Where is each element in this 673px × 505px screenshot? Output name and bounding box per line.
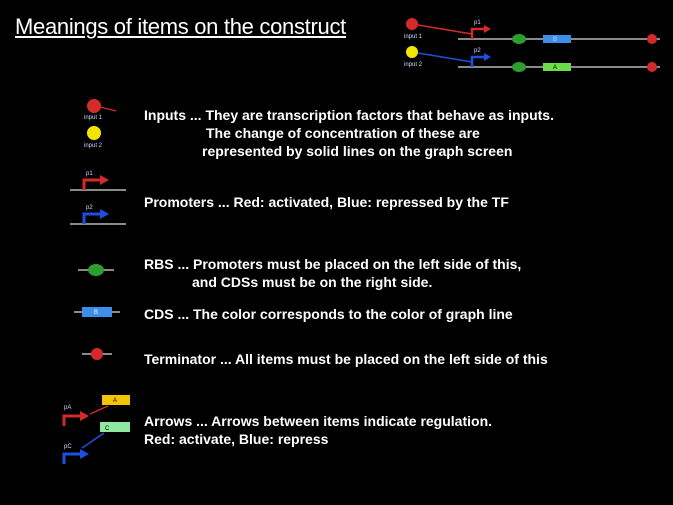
cds-top	[543, 35, 571, 43]
page-title: Meanings of items on the construct	[15, 14, 346, 39]
inputs-line-3: represented by solid lines on the graph …	[202, 143, 513, 159]
input2-dot	[406, 46, 418, 58]
rbs-bottom	[512, 62, 526, 72]
input1-dot	[406, 18, 418, 30]
cds-a-label: A	[113, 398, 117, 404]
promoter1-arrow	[82, 178, 102, 190]
cds-c-label: C	[105, 426, 110, 432]
terminator-shape	[91, 348, 103, 360]
activation-arrow	[89, 405, 109, 415]
cds-bottom-label: A	[553, 65, 557, 71]
input1-tail	[99, 106, 117, 112]
inputs-line-1: Inputs ... They are transcription factor…	[144, 107, 554, 123]
cds-icon: B	[74, 307, 120, 317]
promoter2-arrowhead	[100, 209, 109, 219]
regulation-arrow-blue	[417, 52, 473, 63]
arrows-icon: pA A C pC	[62, 395, 130, 464]
input2-label: input 2	[84, 143, 103, 149]
promoter-a-arrow	[62, 414, 82, 426]
rbs-description: RBS ... Promoters must be placed on the …	[144, 255, 521, 291]
input1-label: input 1	[84, 115, 103, 121]
inputs-icon: input 1 input 2	[84, 99, 117, 149]
cds-a-shape	[102, 395, 130, 405]
cds-bottom	[543, 63, 571, 71]
promoter-a-arrowhead	[80, 411, 89, 421]
promoter2-arrow	[470, 55, 486, 67]
inputs-line-2: The change of concentration of these are	[206, 125, 480, 141]
cds-description: CDS ... The color corresponds to the col…	[144, 306, 513, 322]
cds-shape-label: B	[94, 310, 98, 316]
promoter-c-arrowhead	[80, 449, 89, 459]
promoter2-label: p2	[86, 205, 93, 211]
promoter1-arrowhead	[100, 175, 109, 185]
promoter-a-label: pA	[64, 405, 71, 411]
input2-dot	[87, 126, 101, 140]
rbs-shape	[88, 264, 104, 276]
regulation-arrow-red	[417, 24, 473, 35]
cds-c-shape	[100, 422, 130, 432]
rbs-line-2: and CDSs must be on the right side.	[192, 274, 433, 290]
cds-top-label: B	[553, 37, 557, 43]
input1-label: input 1	[404, 34, 423, 40]
terminator-top	[647, 34, 657, 44]
promoter1-label: p1	[474, 20, 481, 26]
promoter-c-arrow	[62, 452, 82, 464]
rbs-icon	[78, 264, 114, 276]
promoter-c-label: pC	[64, 444, 72, 450]
promoters-icon: p1 p2	[70, 171, 126, 225]
terminator-icon	[82, 348, 112, 360]
input1-dot	[87, 99, 101, 113]
repression-arrow	[81, 432, 105, 449]
terminator-bottom	[647, 62, 657, 72]
cds-shape	[82, 307, 112, 317]
promoters-description: Promoters ... Red: activated, Blue: repr…	[144, 194, 509, 210]
inputs-description: Inputs ... They are transcription factor…	[144, 106, 554, 160]
promoter2-arrowhead	[484, 53, 491, 61]
terminator-description: Terminator ... All items must be placed …	[144, 351, 548, 367]
promoter2-arrow	[82, 212, 102, 224]
rbs-top	[512, 34, 526, 44]
arrows-description: Arrows ... Arrows between items indicate…	[144, 412, 492, 448]
promoter1-label: p1	[86, 171, 93, 177]
arrows-line-2: Red: activate, Blue: repress	[144, 431, 329, 447]
promoter1-arrow	[470, 27, 486, 39]
promoter2-label: p2	[474, 48, 481, 54]
promoter1-arrowhead	[484, 25, 491, 33]
arrows-line-1: Arrows ... Arrows between items indicate…	[144, 413, 493, 429]
input2-label: input 2	[404, 62, 423, 68]
construct-diagram: input 1 input 2 p1 p2 B A	[404, 18, 660, 72]
rbs-line-1: RBS ... Promoters must be placed on the …	[144, 256, 522, 272]
